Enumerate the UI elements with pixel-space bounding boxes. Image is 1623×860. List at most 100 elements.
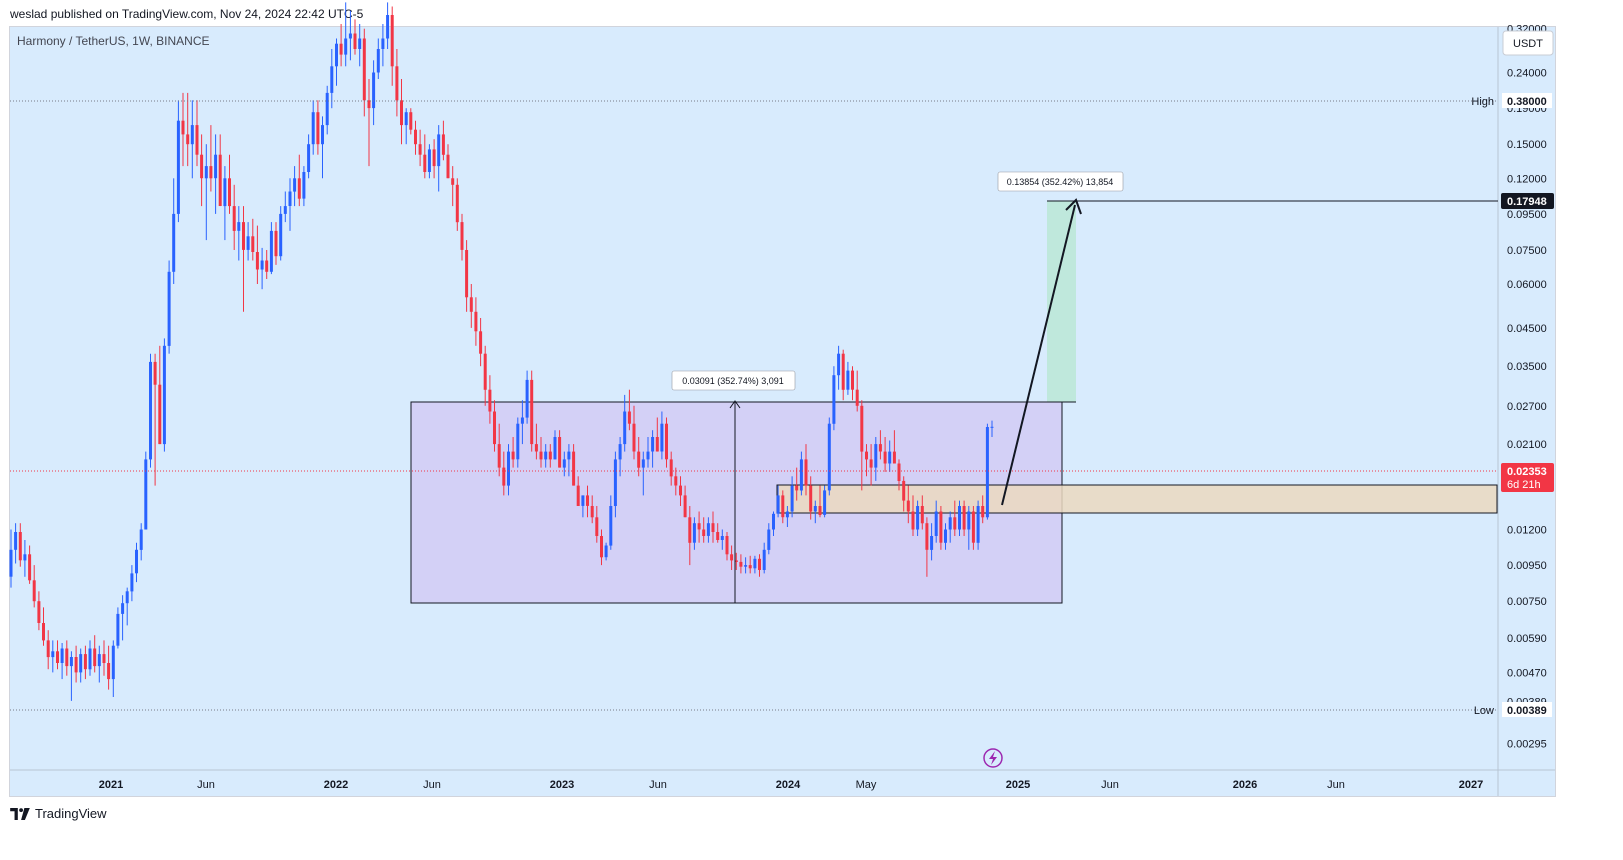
candle-body — [130, 573, 134, 592]
currency-label: USDT — [1513, 38, 1543, 50]
candle — [623, 394, 627, 452]
candle-body — [195, 125, 199, 155]
range-measure-label[interactable]: 0.03091 (352.74%) 3,091 — [671, 370, 796, 391]
candle-body — [586, 495, 589, 506]
price-tick-15: 0.01200 — [1507, 525, 1547, 537]
candle — [799, 451, 803, 496]
candle — [214, 134, 218, 214]
candle — [911, 495, 915, 536]
candle-body — [65, 648, 69, 667]
candle-body — [581, 495, 585, 506]
candle — [69, 651, 73, 701]
candle — [679, 476, 682, 506]
candle — [600, 529, 603, 566]
candle — [51, 640, 55, 673]
candle-body — [190, 125, 194, 145]
candle — [818, 485, 822, 518]
candle-body — [902, 480, 906, 501]
candle — [534, 423, 538, 460]
candle-body — [711, 523, 715, 532]
candle-body — [813, 506, 817, 512]
candle-body — [144, 459, 148, 530]
candle — [218, 134, 222, 207]
candle-body — [692, 523, 696, 543]
candle — [558, 430, 562, 468]
candle — [483, 345, 487, 406]
support-zone[interactable] — [776, 484, 1498, 514]
candle-body — [595, 517, 599, 536]
candle — [437, 125, 441, 192]
candle-body — [311, 112, 315, 145]
candle-body — [167, 271, 171, 346]
lightning-event-icon[interactable] — [983, 748, 1003, 768]
candle — [362, 28, 366, 117]
price-tick-16: 0.00950 — [1507, 560, 1547, 572]
candle-body — [627, 411, 631, 424]
candle — [953, 500, 957, 536]
candle-body — [418, 144, 422, 155]
candle — [386, 2, 390, 49]
candle-body — [404, 112, 408, 126]
candle — [451, 166, 455, 207]
candle-body — [279, 213, 283, 257]
candle-body — [446, 154, 450, 179]
candle-body — [762, 549, 766, 570]
candle-body — [641, 459, 645, 468]
candle — [335, 38, 338, 86]
high-side-label: High — [1471, 96, 1494, 108]
price-axis[interactable]: 0.500000.400000.320000.240000.190000.150… — [1507, 0, 1547, 751]
candle-body — [116, 613, 120, 646]
candle — [162, 338, 166, 452]
price-tick-13: 0.02100 — [1507, 439, 1547, 451]
candle-body — [74, 657, 78, 673]
projection-arrow-line[interactable] — [1001, 204, 1076, 506]
candle-body — [376, 49, 380, 73]
candle-body — [865, 451, 868, 460]
candle-body — [97, 654, 101, 667]
candle-body — [660, 423, 664, 452]
candle-body — [795, 485, 799, 491]
candle-body — [883, 451, 887, 464]
candle-body — [162, 345, 166, 445]
candle — [832, 366, 836, 431]
candle — [279, 206, 283, 261]
candle-body — [674, 476, 678, 486]
candle-body — [739, 561, 743, 567]
candle — [172, 178, 176, 284]
candle — [516, 417, 520, 468]
candle-body — [530, 379, 534, 445]
candle — [934, 500, 938, 543]
candle — [116, 607, 120, 649]
candle-body — [451, 178, 455, 185]
candle-body — [767, 529, 771, 550]
symbol-title: Harmony / TetherUS, 1W, BINANCE — [17, 34, 210, 48]
footer-brand[interactable]: TradingView — [10, 806, 107, 821]
candle-body — [400, 100, 403, 126]
time-axis[interactable]: 2021 Jun 2022 Jun 2023 Jun 2024 May 2025 Jun 2026 J… — [99, 779, 1483, 791]
candle — [460, 213, 464, 261]
candle — [967, 506, 971, 550]
candle-body — [548, 451, 552, 460]
candle — [441, 120, 445, 161]
candle — [479, 318, 483, 367]
candle-body — [344, 38, 348, 55]
candle — [525, 370, 529, 424]
currency-button[interactable]: USDT — [1502, 30, 1554, 56]
candle — [297, 154, 301, 207]
candle-body — [646, 451, 650, 460]
target-measure-label[interactable]: 0.13854 (352.42%) 13,854 — [997, 171, 1124, 192]
candle — [711, 511, 715, 543]
candle — [23, 540, 27, 577]
candle — [753, 555, 757, 574]
candle — [107, 645, 111, 690]
time-tick-9: Jun — [1101, 779, 1119, 791]
candle — [446, 144, 450, 179]
candle — [497, 423, 501, 477]
candle-body — [158, 384, 162, 445]
time-tick-0: 2021 — [99, 779, 123, 791]
candle — [865, 444, 868, 477]
candle — [42, 607, 45, 646]
candle-body — [246, 236, 250, 250]
candle-body — [469, 297, 473, 312]
